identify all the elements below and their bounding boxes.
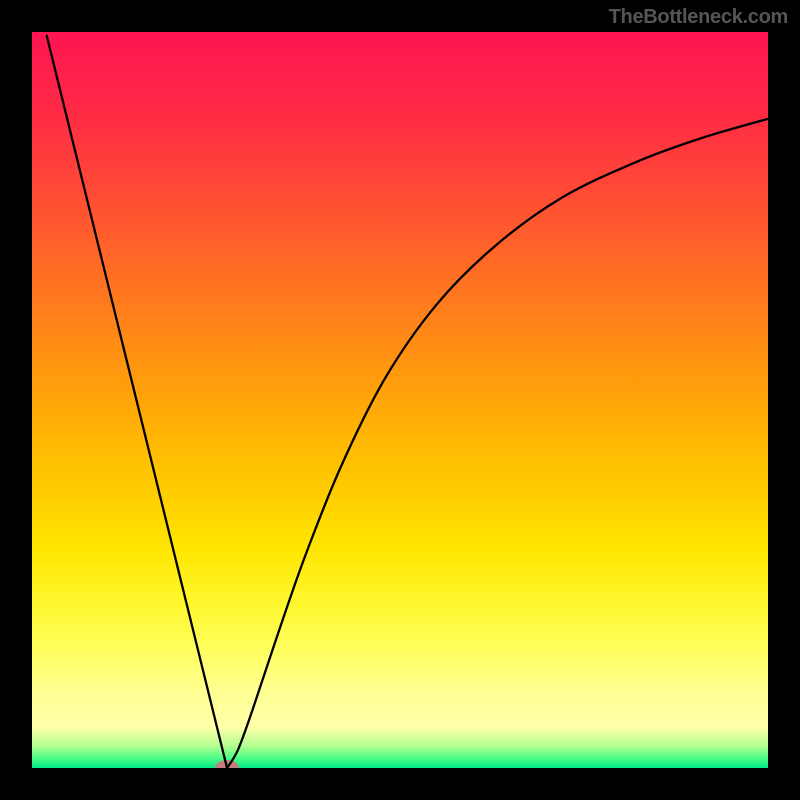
chart-background	[32, 32, 768, 768]
chart-svg	[32, 32, 768, 768]
bottleneck-chart	[32, 32, 768, 768]
watermark-text: TheBottleneck.com	[609, 6, 788, 29]
